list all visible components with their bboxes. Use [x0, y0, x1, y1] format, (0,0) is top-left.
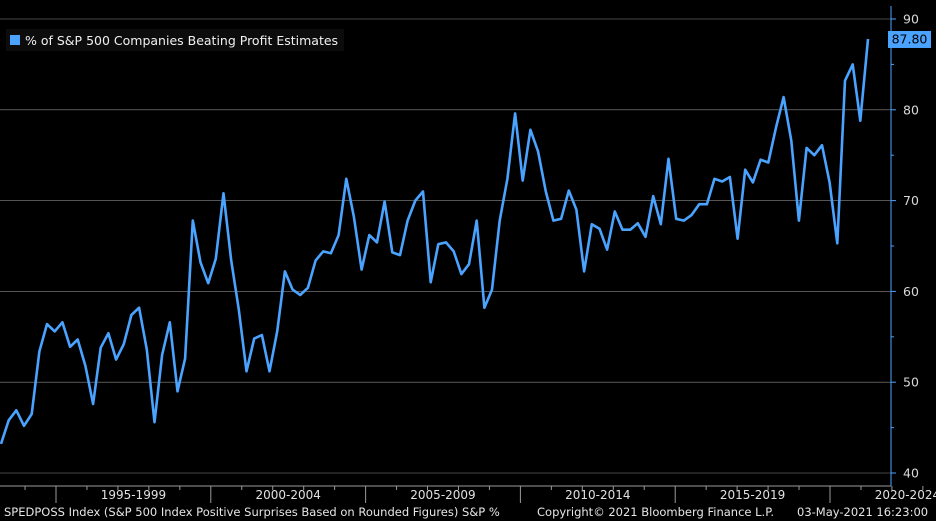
x-tick-label: 1995-1999 [101, 488, 166, 502]
y-tick-label-80: 80 [903, 102, 919, 117]
legend-label: % of S&P 500 Companies Beating Profit Es… [25, 32, 339, 48]
legend: % of S&P 500 Companies Beating Profit Es… [6, 29, 345, 51]
last-value-label-group: 87.80 [888, 30, 931, 48]
footer-timestamp: 03-May-2021 16:23:00 [797, 505, 929, 519]
series-group [0, 38, 870, 445]
legend-swatch [10, 35, 20, 45]
footer: SPEDPOSS Index (S&P 500 Index Positive S… [0, 504, 936, 521]
last-value-label: 87.80 [892, 31, 928, 46]
x-tick-label: 2000-2004 [255, 488, 320, 502]
x-tick-label: 2015-2019 [720, 488, 785, 502]
y-tick-label-40: 40 [903, 466, 919, 481]
y-tick-label-90: 90 [903, 12, 919, 27]
x-tick-label: 2005-2009 [410, 488, 475, 502]
x-tick-label: 2010-2014 [565, 488, 630, 502]
y-tick-label-70: 70 [903, 193, 919, 208]
footer-source: SPEDPOSS Index (S&P 500 Index Positive S… [4, 505, 500, 519]
y-tick-label-50: 50 [903, 375, 919, 390]
x-tick-label: 2020-2024 [875, 488, 936, 502]
gridlines [0, 18, 891, 474]
series-line [0, 38, 870, 445]
footer-copyright: Copyright© 2021 Bloomberg Finance L.P. [537, 505, 774, 519]
y-tick-label-60: 60 [903, 284, 919, 299]
last-value-badge [888, 30, 931, 48]
x-axis: 1995-1999 2000-2004 2005-2009 2010-2014 2015… [0, 485, 936, 503]
y-axis: 40 50 60 70 80 90 [890, 6, 919, 486]
line-chart: 1995-1999 2000-2004 2005-2009 2010-2014 2015… [0, 6, 936, 503]
